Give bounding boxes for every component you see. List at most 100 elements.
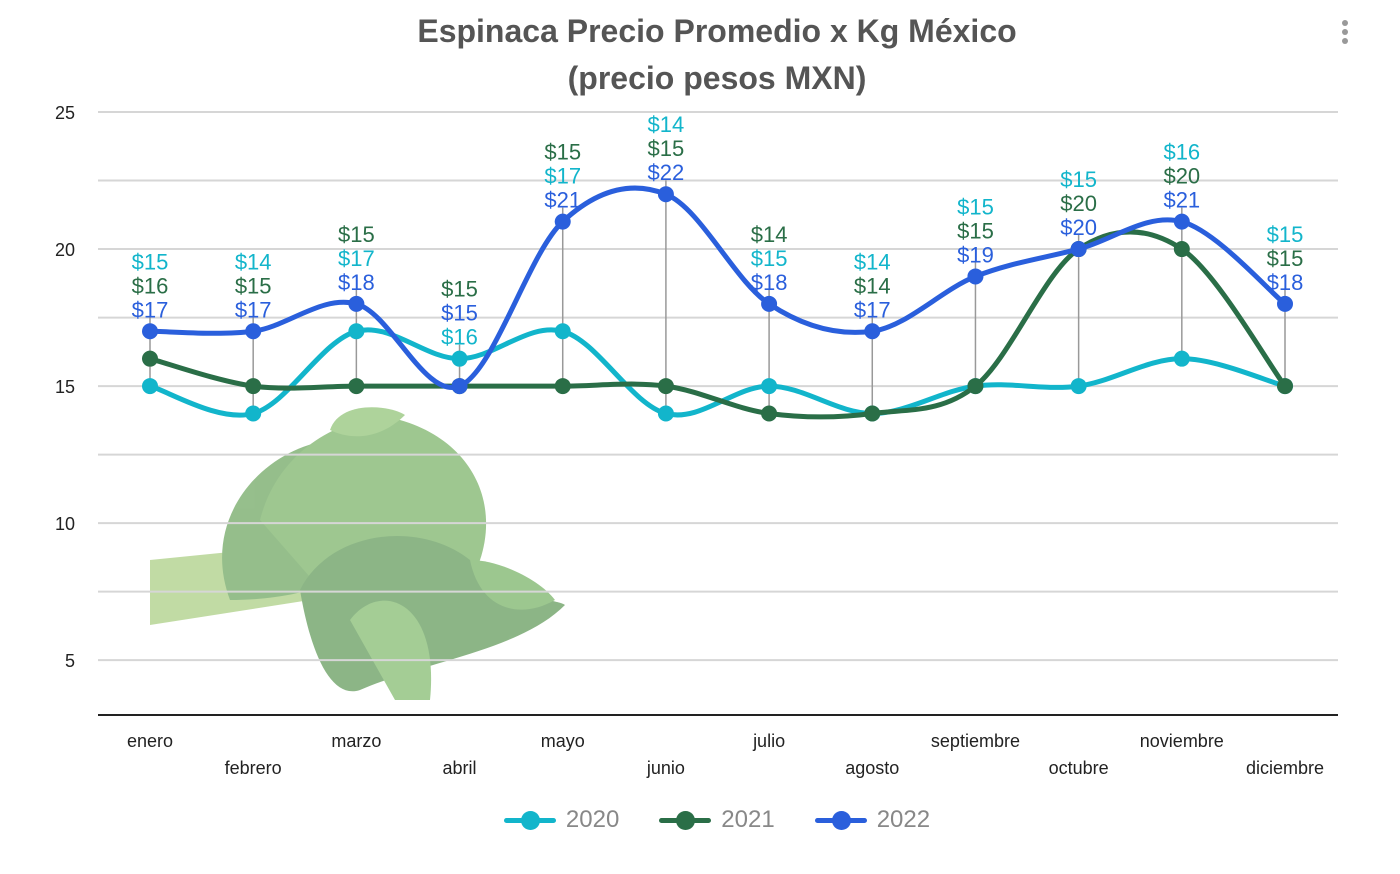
data-label-2020: $15 [751, 246, 788, 271]
data-label-2021: $15 [957, 218, 994, 243]
data-label-2020: $15 [1060, 167, 1097, 192]
x-tick-label: abril [443, 758, 477, 778]
data-label-2020: $15 [132, 249, 169, 274]
x-tick-label: septiembre [931, 731, 1020, 751]
data-point-2022 [864, 323, 881, 340]
data-label-2022: $17 [235, 297, 272, 322]
legend-item-2021[interactable]: 2021 [659, 806, 775, 834]
data-point-2022 [348, 295, 365, 312]
data-label-2022: $18 [1267, 270, 1304, 295]
data-label-2020: $17 [544, 164, 581, 189]
data-point-2021 [761, 405, 778, 422]
legend-swatch [814, 810, 867, 830]
data-label-2021: $20 [1163, 164, 1200, 189]
data-label-2022: $18 [338, 270, 375, 295]
x-tick-label: enero [127, 731, 173, 751]
data-label-2021: $15 [544, 140, 581, 165]
data-point-2022 [657, 186, 674, 203]
data-point-2022 [554, 213, 571, 230]
data-label-2021: $15 [338, 222, 375, 247]
legend-item-2020[interactable]: 2020 [503, 806, 620, 834]
data-point-2020 [451, 350, 468, 367]
data-label-2020: $15 [1267, 222, 1304, 247]
data-label-2022: $21 [544, 188, 581, 213]
data-point-2021 [1277, 378, 1293, 395]
legend-swatch [503, 810, 556, 830]
x-tick-label: agosto [845, 758, 899, 778]
data-point-2022 [1277, 295, 1293, 312]
data-label-2022: $17 [854, 297, 891, 322]
data-point-2020 [1173, 350, 1190, 367]
data-point-2021 [864, 405, 881, 422]
data-point-2022 [245, 323, 262, 340]
data-label-2021: $14 [854, 273, 891, 298]
data-point-2021 [245, 378, 262, 395]
data-point-2022 [1173, 213, 1190, 230]
series-line-2021 [147, 229, 1288, 420]
y-tick-label: 10 [55, 514, 75, 534]
legend-swatch [659, 810, 712, 830]
data-point-2020 [245, 405, 262, 422]
legend-item-2022[interactable]: 2022 [814, 806, 931, 834]
data-label-2022: $18 [751, 270, 788, 295]
data-point-2020 [348, 323, 365, 340]
y-tick-label: 5 [65, 651, 75, 671]
data-label-2022: $20 [1060, 215, 1097, 240]
data-label-2020: $14 [648, 112, 685, 137]
title-line-1: Espinaca Precio Promedio x Kg México [417, 13, 1017, 49]
data-point-2020 [657, 405, 674, 422]
data-label-2020: $15 [957, 194, 994, 219]
data-point-2022 [142, 323, 158, 340]
data-point-2020 [554, 323, 571, 340]
data-label-2021: $14 [751, 222, 788, 247]
data-label-2021: $15 [441, 277, 478, 302]
title-line-2: (precio pesos MXN) [567, 60, 867, 96]
legend-label: 2020 [565, 806, 620, 833]
data-label-2020: $16 [1163, 140, 1200, 165]
data-point-2022 [1070, 241, 1087, 258]
y-tick-label: 25 [55, 103, 75, 123]
legend-label: 2022 [876, 806, 931, 833]
y-tick-label: 20 [55, 240, 75, 260]
data-label-2022: $15 [441, 301, 478, 326]
data-label-2022: $17 [132, 297, 169, 322]
data-point-2021 [348, 378, 365, 395]
x-tick-label: mayo [541, 731, 585, 751]
data-point-2021 [554, 378, 571, 395]
more-menu-icon[interactable] [1342, 20, 1348, 47]
data-label-2022: $21 [1163, 188, 1200, 213]
data-point-2021 [1173, 241, 1190, 258]
data-label-2020: $14 [854, 249, 891, 274]
data-point-2022 [967, 268, 984, 285]
x-tick-label: noviembre [1140, 731, 1224, 751]
data-point-2021 [657, 378, 674, 395]
data-label-2020: $16 [441, 325, 478, 350]
data-point-2020 [142, 378, 158, 395]
x-tick-label: marzo [331, 731, 381, 751]
data-point-2021 [967, 378, 984, 395]
x-tick-label: junio [646, 758, 685, 778]
x-tick-label: octubre [1049, 758, 1109, 778]
data-point-2022 [451, 378, 468, 395]
x-tick-label: diciembre [1246, 758, 1324, 778]
legend-label: 2021 [721, 806, 775, 833]
data-point-2022 [761, 295, 778, 312]
data-label-2020: $17 [338, 246, 375, 271]
data-label-2020: $14 [235, 249, 272, 274]
data-label-2021: $20 [1060, 191, 1097, 216]
data-point-2020 [1070, 378, 1087, 395]
data-label-2021: $16 [132, 273, 169, 298]
x-tick-label: febrero [225, 758, 282, 778]
data-label-2021: $15 [1267, 246, 1304, 271]
x-tick-label: julio [752, 731, 785, 751]
data-label-2022: $22 [648, 160, 685, 185]
legend: 2020 2021 2022 [0, 806, 1400, 834]
y-tick-label: 15 [55, 377, 75, 397]
chart-title: Espinaca Precio Promedio x Kg México (pr… [0, 8, 1400, 102]
spinach-image [150, 407, 565, 700]
data-point-2020 [761, 378, 778, 395]
data-label-2021: $15 [235, 273, 272, 298]
data-label-2021: $15 [648, 136, 685, 161]
data-label-2022: $19 [957, 242, 994, 267]
